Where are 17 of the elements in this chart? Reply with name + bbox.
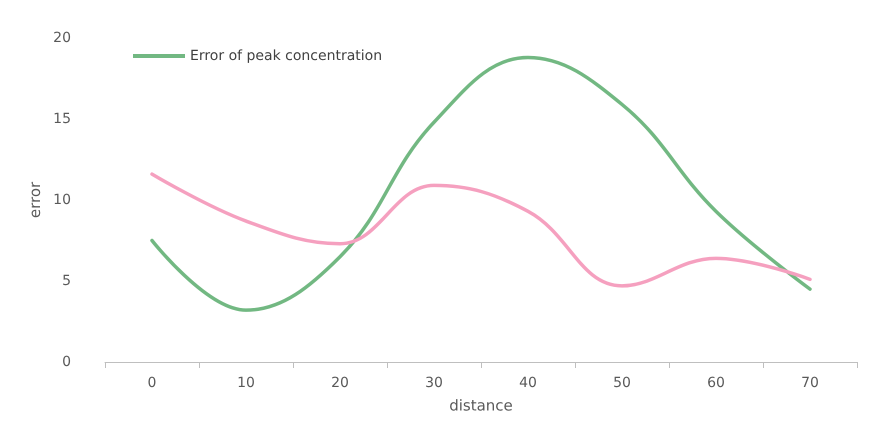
x-tick-label: 20	[331, 375, 349, 391]
x-tick-label: 70	[801, 375, 819, 391]
x-tick-label: 30	[425, 375, 443, 391]
y-tick-label: 20	[53, 30, 71, 46]
legend-label: Error of peak concentration	[190, 48, 382, 64]
y-tick-label: 0	[62, 354, 71, 370]
x-tick-label: 0	[148, 375, 156, 391]
y-axis-title: error	[26, 181, 44, 218]
line-series	[150, 172, 812, 288]
x-tick-label: 50	[613, 375, 631, 391]
x-tick-label: 40	[519, 375, 537, 391]
x-tick-label: 10	[237, 375, 255, 391]
x-axis-title: distance	[449, 396, 513, 414]
y-tick-label: 5	[62, 273, 71, 289]
x-tick-label: 60	[707, 375, 725, 391]
y-tick-label: 10	[53, 192, 71, 208]
y-tick-label: 15	[53, 111, 71, 127]
